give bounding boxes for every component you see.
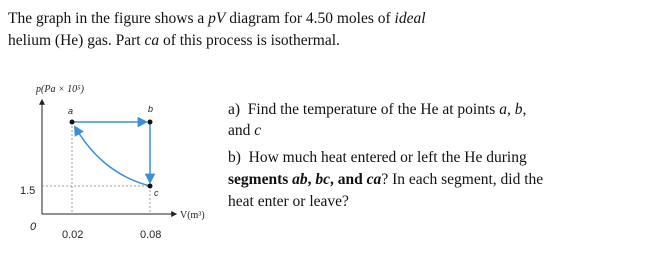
- text: a): [228, 101, 241, 118]
- text: ? In each segment, did the: [381, 171, 544, 188]
- text: and: [228, 122, 255, 139]
- text: helium (He) gas. Part: [8, 32, 145, 49]
- text: b: [514, 101, 523, 118]
- point: [147, 183, 153, 189]
- x-axis-label: V(m³): [180, 210, 205, 221]
- point-label: b: [148, 104, 153, 114]
- text: b): [228, 149, 241, 166]
- text: heat enter or leave?: [228, 193, 349, 210]
- text: ideal: [394, 10, 426, 27]
- text: bc: [315, 171, 331, 188]
- text: ca: [144, 32, 160, 49]
- point-label: a: [68, 106, 73, 116]
- text: ca: [366, 171, 382, 188]
- text: , and: [330, 171, 367, 188]
- point-label: c: [154, 188, 159, 198]
- point: [147, 119, 153, 125]
- text: ,: [522, 101, 527, 118]
- y-axis-label: p(Pa × 10⁵): [35, 84, 85, 95]
- question-b-line-2: segments ab, bc, and ca? In each segment…: [228, 171, 543, 189]
- text: diagram for 4.50 moles of: [225, 10, 395, 27]
- x-tick-label: 0.08: [140, 229, 161, 241]
- text: pV: [208, 10, 226, 27]
- question-b-line-1: b) How much heat entered or left the He …: [228, 149, 527, 167]
- text: segments: [228, 171, 293, 188]
- intro-line-1: The graph in the figure shows a pV diagr…: [8, 10, 426, 28]
- text: c: [254, 122, 262, 139]
- y-tick-label: 1.5: [20, 185, 35, 197]
- text: How much heat entered or left the He dur…: [248, 149, 527, 166]
- origin-label: 0: [30, 221, 37, 233]
- text: ,: [506, 101, 515, 118]
- text: The graph in the figure shows a: [8, 10, 209, 27]
- question-a-line-1: a) Find the temperature of the He at poi…: [228, 101, 526, 119]
- question-b-line-3: heat enter or leave?: [228, 193, 349, 211]
- text: Find the temperature of the He at points: [247, 101, 500, 118]
- text: ,: [307, 171, 316, 188]
- point: [69, 119, 75, 125]
- intro-line-2: helium (He) gas. Part ca of this process…: [8, 32, 340, 50]
- question-a-line-2: and c: [228, 122, 261, 140]
- text: of this process is isothermal.: [159, 32, 340, 49]
- text: ab: [292, 171, 308, 188]
- x-tick-label: 0.02: [62, 229, 83, 241]
- text: a: [499, 101, 507, 118]
- path-ca: [73, 125, 151, 187]
